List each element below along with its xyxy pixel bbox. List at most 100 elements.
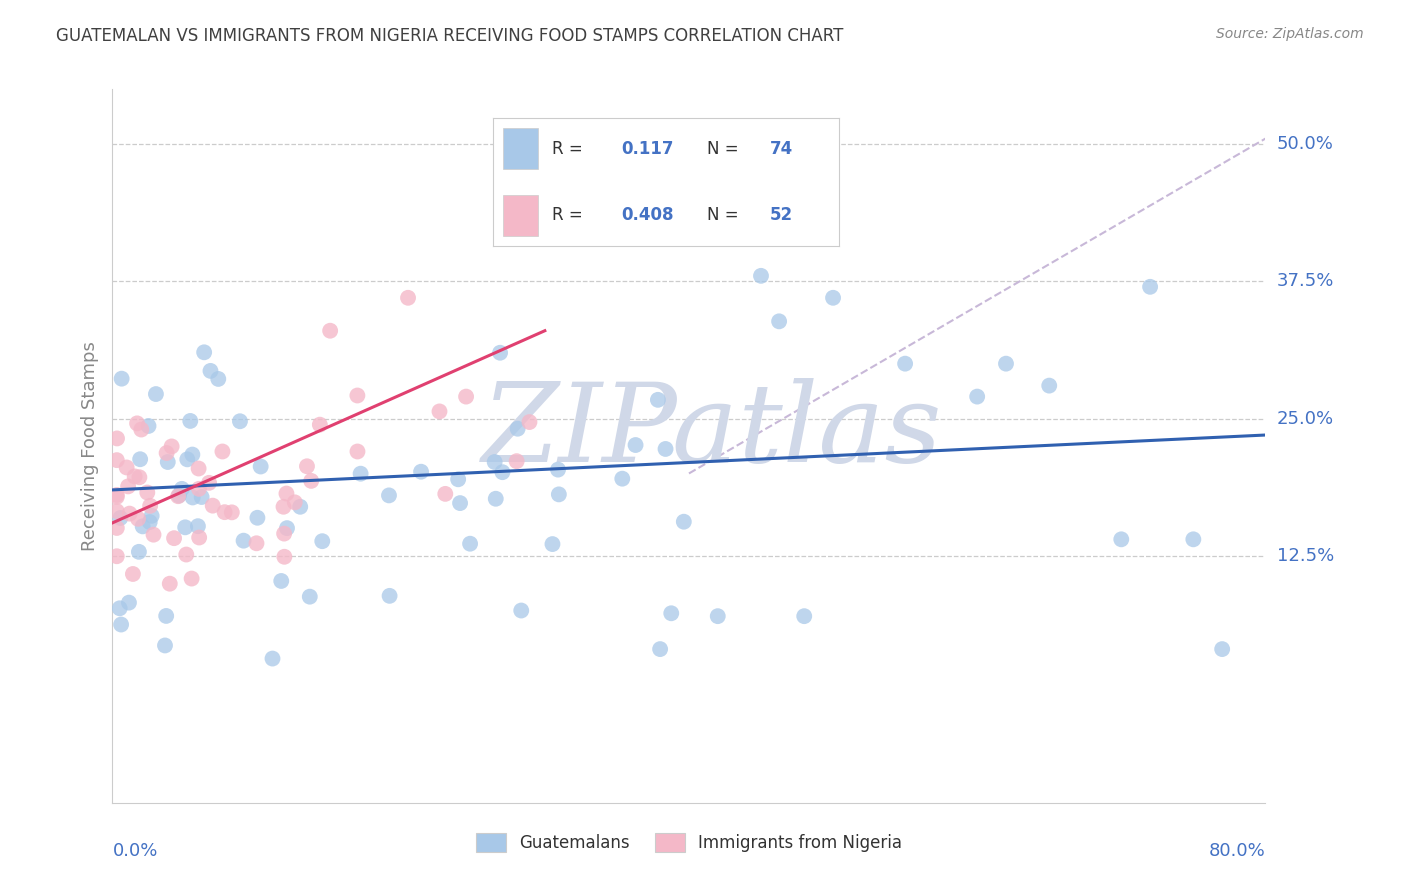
Immigrants from Nigeria — [505, 454, 527, 468]
Immigrants from Nigeria — [188, 482, 211, 496]
Guatemalans — [650, 642, 672, 657]
Text: 12.5%: 12.5% — [1277, 547, 1334, 565]
Guatemalans — [207, 372, 229, 386]
Text: 25.0%: 25.0% — [1277, 409, 1334, 427]
Guatemalans — [311, 534, 333, 549]
Guatemalans — [821, 291, 844, 305]
Guatemalans — [232, 533, 254, 548]
Guatemalans — [167, 488, 190, 502]
Guatemalans — [141, 508, 163, 523]
Guatemalans — [378, 589, 401, 603]
Immigrants from Nigeria — [245, 536, 267, 550]
Text: Source: ZipAtlas.com: Source: ZipAtlas.com — [1216, 27, 1364, 41]
Guatemalans — [249, 459, 271, 474]
Guatemalans — [349, 467, 371, 481]
Immigrants from Nigeria — [118, 507, 141, 521]
Guatemalans — [749, 268, 772, 283]
Guatemalans — [153, 639, 176, 653]
Guatemalans — [176, 452, 198, 467]
Immigrants from Nigeria — [129, 423, 153, 437]
Immigrants from Nigeria — [308, 417, 330, 432]
Immigrants from Nigeria — [187, 461, 209, 475]
Immigrants from Nigeria — [128, 470, 150, 484]
Immigrants from Nigeria — [188, 531, 211, 545]
Immigrants from Nigeria — [346, 388, 368, 402]
Immigrants from Nigeria — [105, 521, 128, 535]
Guatemalans — [179, 414, 201, 428]
Text: 50.0%: 50.0% — [1277, 135, 1333, 153]
Immigrants from Nigeria — [105, 490, 128, 504]
Immigrants from Nigeria — [429, 404, 451, 418]
Immigrants from Nigeria — [180, 572, 202, 586]
Text: 0.0%: 0.0% — [112, 842, 157, 860]
Guatemalans — [187, 519, 209, 533]
Guatemalans — [489, 345, 512, 359]
Guatemalans — [270, 574, 292, 588]
Guatemalans — [298, 590, 321, 604]
Immigrants from Nigeria — [346, 444, 368, 458]
Guatemalans — [118, 596, 141, 610]
Guatemalans — [1211, 642, 1233, 657]
Guatemalans — [547, 487, 569, 501]
Immigrants from Nigeria — [276, 486, 298, 500]
Text: ZIPatlas: ZIPatlas — [482, 378, 942, 485]
Guatemalans — [510, 603, 533, 617]
Guatemalans — [458, 537, 481, 551]
Guatemalans — [131, 519, 153, 533]
Immigrants from Nigeria — [127, 512, 149, 526]
Guatemalans — [155, 609, 177, 624]
Guatemalans — [111, 372, 134, 386]
Guatemalans — [108, 601, 131, 615]
Guatemalans — [647, 392, 669, 407]
Immigrants from Nigeria — [273, 549, 295, 564]
Immigrants from Nigeria — [319, 324, 342, 338]
Guatemalans — [1182, 533, 1205, 547]
Guatemalans — [110, 511, 132, 525]
Guatemalans — [145, 387, 167, 401]
Immigrants from Nigeria — [142, 527, 165, 541]
Guatemalans — [793, 609, 815, 624]
Guatemalans — [229, 414, 252, 428]
Immigrants from Nigeria — [117, 479, 139, 493]
Guatemalans — [659, 607, 682, 621]
Immigrants from Nigeria — [156, 446, 179, 460]
Guatemalans — [128, 545, 150, 559]
Immigrants from Nigeria — [124, 469, 146, 483]
Immigrants from Nigeria — [456, 390, 478, 404]
Guatemalans — [624, 438, 647, 452]
Immigrants from Nigeria — [105, 432, 128, 446]
Immigrants from Nigeria — [299, 474, 322, 488]
Guatemalans — [491, 465, 513, 479]
Guatemalans — [138, 515, 160, 529]
Immigrants from Nigeria — [396, 291, 419, 305]
Guatemalans — [506, 422, 529, 436]
Guatemalans — [170, 482, 193, 496]
Immigrants from Nigeria — [221, 505, 243, 519]
Guatemalans — [484, 455, 506, 469]
Immigrants from Nigeria — [105, 488, 128, 502]
Guatemalans — [200, 364, 222, 378]
Immigrants from Nigeria — [127, 417, 149, 431]
Guatemalans — [1038, 378, 1060, 392]
Guatemalans — [378, 488, 401, 502]
Guatemalans — [409, 465, 432, 479]
Immigrants from Nigeria — [136, 485, 159, 500]
Guatemalans — [547, 462, 569, 476]
Immigrants from Nigeria — [214, 505, 236, 519]
Immigrants from Nigeria — [122, 566, 145, 581]
Guatemalans — [174, 520, 197, 534]
Immigrants from Nigeria — [174, 548, 197, 562]
Guatemalans — [966, 390, 988, 404]
Immigrants from Nigeria — [284, 495, 307, 509]
Guatemalans — [707, 609, 730, 624]
Immigrants from Nigeria — [198, 475, 221, 490]
Guatemalans — [541, 537, 564, 551]
Guatemalans — [534, 192, 557, 206]
Immigrants from Nigeria — [211, 444, 233, 458]
Legend: Guatemalans, Immigrants from Nigeria: Guatemalans, Immigrants from Nigeria — [470, 826, 908, 859]
Immigrants from Nigeria — [201, 499, 224, 513]
Guatemalans — [654, 442, 676, 456]
Guatemalans — [276, 521, 298, 535]
Text: 37.5%: 37.5% — [1277, 272, 1334, 290]
Immigrants from Nigeria — [273, 500, 295, 514]
